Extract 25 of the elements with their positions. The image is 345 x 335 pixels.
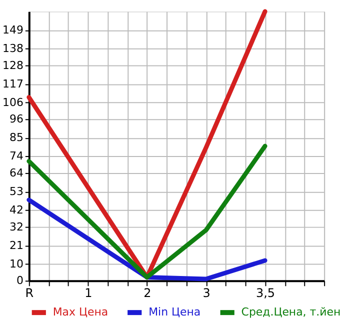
line-series [26,198,268,282]
y-tick-label: 117 [2,77,24,90]
y-tick-label: 96 [9,112,24,126]
x-tick-label: R [25,286,34,300]
y-tick-label: 0 [16,274,24,288]
y-tick-label: 106 [2,96,24,109]
y-tick-label: 64 [9,166,24,180]
y-tick-label: 85 [9,131,24,144]
y-tick-label: 42 [9,203,24,216]
x-tick-label: 2 [144,286,152,300]
y-tick-label: 74 [9,150,24,163]
legend-label: Min Цена [148,306,201,319]
y-tick-label: 138 [2,42,24,55]
legend-label: Max Цена [52,306,108,319]
y-tick-label: 53 [9,184,24,198]
y-tick-label: 21 [9,238,24,252]
legend-label: Сред.Цена, т.йен [241,306,341,319]
y-tick-label: 10 [9,257,24,270]
y-tick-label: 128 [2,58,24,72]
line-series [26,144,268,280]
x-tick-label: 1 [84,286,92,300]
x-tick-label: 3,5 [256,286,276,300]
y-tick-label: 149 [2,23,24,36]
y-tick-label: 32 [9,220,24,234]
x-tick-label: 3 [202,286,210,300]
